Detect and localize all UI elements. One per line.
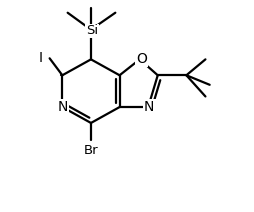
Text: O: O	[136, 52, 147, 66]
Text: Si: Si	[86, 24, 98, 37]
Text: N: N	[57, 100, 68, 114]
Text: Br: Br	[84, 144, 98, 157]
Text: N: N	[144, 100, 154, 114]
Text: I: I	[39, 51, 42, 65]
